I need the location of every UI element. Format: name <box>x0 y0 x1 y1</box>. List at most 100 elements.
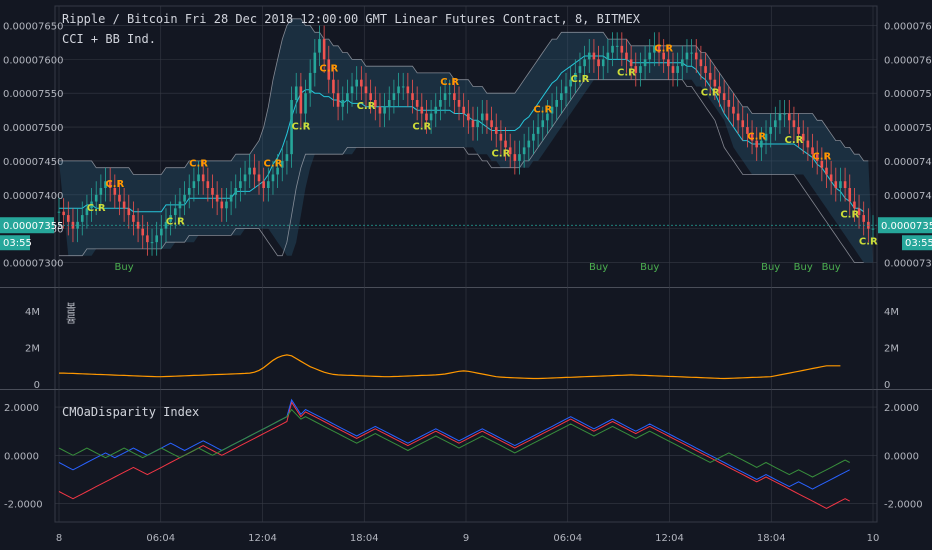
candle-body <box>848 188 852 202</box>
candle-body <box>146 235 149 243</box>
candle-body <box>764 133 768 141</box>
candle-body <box>527 140 531 148</box>
candle-body <box>522 147 526 155</box>
candle-body <box>615 45 619 47</box>
candle-body <box>671 66 675 73</box>
candle-body <box>467 113 470 121</box>
candle-body <box>415 100 419 107</box>
candle-body <box>722 93 726 100</box>
bollinger-band-fill <box>59 18 873 263</box>
candle-body <box>708 72 712 80</box>
y-tick-label-left: 0.00007500 <box>3 123 63 134</box>
cr-signal-label: C.R <box>491 149 510 160</box>
candle-body <box>750 133 754 141</box>
candle-body <box>820 160 824 168</box>
candle-body <box>318 39 321 53</box>
current-price-label-right: 0.00007355 <box>881 221 932 232</box>
candle-body <box>201 174 205 182</box>
lower-band-line <box>59 79 864 263</box>
candle-body <box>457 100 461 107</box>
cr-signal-label: C.R <box>357 101 376 112</box>
candle-body <box>611 45 614 53</box>
candle-body <box>76 221 79 229</box>
candle-body <box>406 86 410 94</box>
cr-signal-label: C.R <box>440 77 459 88</box>
cr-signal-label: C.R <box>571 74 590 85</box>
candle-body <box>546 113 549 121</box>
buy-signal-label: Buy <box>794 262 813 273</box>
candle-body <box>834 181 838 188</box>
cr-signal-label: C.R <box>617 67 636 78</box>
candle-body <box>755 140 759 148</box>
candle-body <box>285 154 289 161</box>
osc-tick-right: 2.0000 <box>884 403 919 414</box>
osc-tick-right: -2.0000 <box>884 500 923 511</box>
candle-body <box>360 79 363 87</box>
candle-body <box>476 120 479 128</box>
candle-body <box>369 93 372 100</box>
candle-body <box>648 52 652 60</box>
cr-signal-label: C.R <box>840 210 859 221</box>
candle-body <box>80 215 84 222</box>
countdown-label-left: 03:55 <box>3 238 32 249</box>
candle-body <box>192 181 196 188</box>
candle-body <box>336 93 340 107</box>
candle-body <box>346 93 349 100</box>
candle-body <box>443 93 447 100</box>
candle-body <box>662 52 665 60</box>
y-tick-label-right: 0.00007450 <box>884 157 932 168</box>
candle-body <box>225 201 228 209</box>
osc-tick-left: 2.0000 <box>4 403 39 414</box>
y-tick-label-right: 0.00007300 <box>884 258 932 269</box>
candle-body <box>574 72 577 80</box>
buy-signal-label: Buy <box>589 262 608 273</box>
cr-signal-label: C.R <box>747 131 766 142</box>
candle-body <box>104 181 107 188</box>
candle-body <box>387 100 391 107</box>
x-tick-label: 10 <box>867 533 880 544</box>
cr-signal-label: C.R <box>785 135 804 146</box>
candle-body <box>332 79 335 94</box>
candle-body <box>350 86 354 94</box>
basis-line <box>59 55 864 213</box>
candle-body <box>801 133 805 141</box>
candle-body <box>592 52 596 60</box>
volume-ma-line <box>59 354 841 380</box>
candle-body <box>536 127 540 134</box>
candle-body <box>518 154 521 161</box>
cr-signal-label: C.R <box>166 216 185 227</box>
volume-tick-left: 4M <box>25 307 40 318</box>
x-tick-label: 12:04 <box>655 533 684 544</box>
cr-signal-label: C.R <box>189 158 208 169</box>
candle-body <box>299 86 303 114</box>
candle-body <box>690 52 693 54</box>
candle-body <box>122 201 126 209</box>
candle-body <box>257 174 261 182</box>
candle-body <box>508 147 512 155</box>
volume-tick-left: 2M <box>25 344 40 355</box>
x-tick-label: 06:04 <box>553 533 582 544</box>
volume-tick-left: 0 <box>34 380 40 391</box>
candle-body <box>267 181 270 188</box>
candle-body <box>169 215 172 222</box>
candle-body <box>760 140 763 148</box>
candle-body <box>187 188 191 195</box>
candle-body <box>587 52 591 60</box>
cr-signal-label: C.R <box>264 158 283 169</box>
candle-body <box>699 59 703 67</box>
candle-body <box>173 208 177 216</box>
candle-body <box>308 72 312 94</box>
candle-body <box>857 208 861 216</box>
candle-body <box>843 181 847 188</box>
candle-body <box>555 100 559 107</box>
candle-body <box>132 215 135 222</box>
candle-body <box>253 167 256 175</box>
candle-body <box>262 181 265 188</box>
candle-body <box>620 45 624 53</box>
candle-body <box>141 228 145 236</box>
candle-body <box>136 221 140 229</box>
oscillator-label: CMOaDisparity Index <box>62 405 200 419</box>
candle-body <box>397 86 400 94</box>
candle-body <box>220 201 224 209</box>
